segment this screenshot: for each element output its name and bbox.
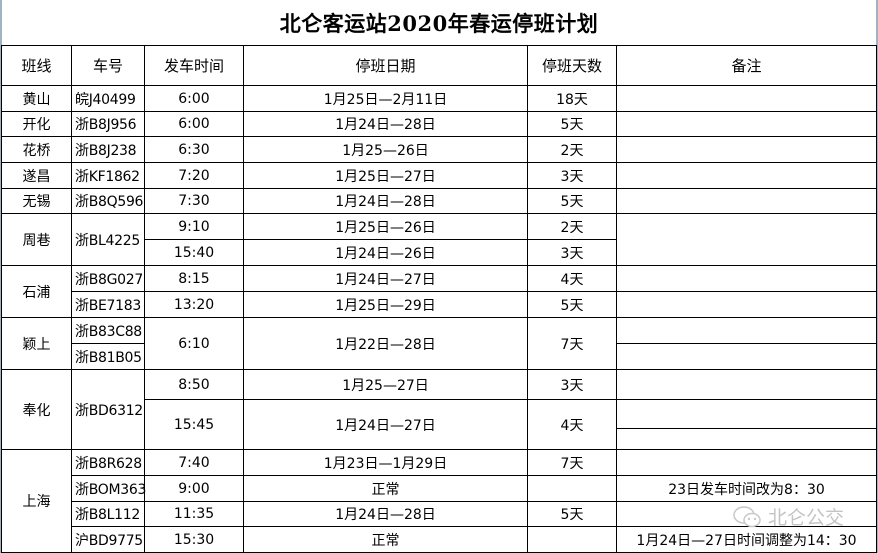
plate-cell: 浙BOM363 [71, 475, 146, 502]
dates-cell: 1月25—26日 [243, 136, 528, 163]
dates-cell: 1月25日—2月11日 [243, 85, 528, 112]
plate-cell: 浙B83C88 [71, 317, 145, 344]
header-time: 发车时间 [144, 45, 244, 86]
time-cell: 15:45 [144, 399, 244, 450]
dates-cell: 1月24日—27日 [243, 399, 528, 450]
days-cell: 5天 [527, 501, 617, 527]
days-cell [527, 475, 617, 502]
dates-cell: 1月24日—27日 [243, 265, 528, 292]
time-cell: 15:40 [144, 239, 244, 266]
dates-cell: 1月24日—28日 [243, 188, 528, 214]
plate-cell: 浙B8L112 [71, 501, 145, 527]
route-cell: 花桥 [1, 136, 72, 163]
plate-cell: 沪BD9775 [71, 526, 145, 553]
time-cell: 9:00 [144, 475, 244, 502]
plate-cell: 浙BL4225 [71, 213, 145, 266]
page-title: 北仑客运站2020年春运停班计划 [279, 11, 599, 36]
remark-cell [616, 291, 877, 318]
plate-cell: 浙B8J956 [71, 111, 145, 137]
remark-cell [616, 449, 877, 476]
route-cell: 遂昌 [1, 162, 72, 189]
dates-cell: 1月22日—28日 [243, 317, 528, 370]
dates-cell: 1月25—27日 [243, 369, 528, 400]
remark-cell [616, 265, 877, 292]
plate-cell: 浙B8J238 [71, 136, 145, 163]
remark-cell: 1月24日—27日时间调整为14：30 [616, 526, 877, 553]
remark-cell [616, 188, 877, 214]
days-cell: 5天 [527, 111, 617, 137]
remark-cell [616, 317, 877, 344]
time-cell: 6:00 [144, 111, 244, 137]
days-cell: 3天 [527, 369, 617, 400]
days-cell: 5天 [527, 188, 617, 214]
days-cell: 4天 [527, 265, 617, 292]
time-cell: 6:10 [144, 317, 244, 370]
remark-cell [616, 111, 877, 137]
dates-cell: 1月25日—27日 [243, 162, 528, 189]
route-cell: 奉化 [1, 369, 72, 450]
dates-cell: 1月24日—26日 [243, 239, 528, 266]
route-cell: 石浦 [1, 265, 72, 318]
remark-cell [616, 213, 877, 266]
header-line: 班线 [1, 45, 72, 86]
time-cell: 15:30 [144, 526, 244, 553]
plate-cell: 浙B81B05 [71, 343, 145, 370]
route-cell: 黄山 [1, 85, 72, 112]
remark-cell [616, 162, 877, 189]
time-cell: 7:20 [144, 162, 244, 189]
route-cell: 无锡 [1, 188, 72, 214]
time-cell: 13:20 [144, 291, 244, 318]
remark-cell [616, 428, 877, 450]
remark-cell [616, 85, 877, 112]
plate-cell: 浙B8R628 [71, 449, 145, 476]
remark-cell [616, 501, 877, 527]
plate-cell: 皖J40499 [71, 85, 145, 112]
time-cell: 7:40 [144, 449, 244, 476]
days-cell: 18天 [527, 85, 617, 112]
days-cell: 3天 [527, 162, 617, 189]
time-cell: 9:10 [144, 213, 244, 240]
dates-cell: 1月25日—26日 [243, 213, 528, 240]
days-cell: 4天 [527, 399, 617, 450]
route-cell: 颖上 [1, 317, 72, 370]
route-cell: 开化 [1, 111, 72, 137]
header-plate: 车号 [71, 45, 145, 86]
dates-cell: 正常 [243, 475, 528, 502]
remark-cell [616, 399, 877, 429]
remark-cell [616, 369, 877, 400]
days-cell: 2天 [527, 136, 617, 163]
remark-cell [616, 136, 877, 163]
days-cell: 7天 [527, 317, 617, 370]
plate-cell: 浙KF1862 [71, 162, 145, 189]
header-remark: 备注 [616, 45, 877, 86]
days-cell: 7天 [527, 449, 617, 476]
days-cell: 5天 [527, 291, 617, 318]
days-cell: 2天 [527, 213, 617, 240]
route-cell: 周巷 [1, 213, 72, 266]
days-cell: 3天 [527, 239, 617, 266]
time-cell: 11:35 [144, 501, 244, 527]
plate-cell: 浙BE7183 [71, 291, 145, 318]
dates-cell: 正常 [243, 526, 528, 553]
right-window-edge [876, 0, 878, 553]
dates-cell: 1月25日—29日 [243, 291, 528, 318]
header-dates: 停班日期 [243, 45, 528, 86]
remark-cell [616, 343, 877, 370]
remark-cell: 23日发车时间改为8：30 [616, 475, 877, 502]
dates-cell: 1月23日—1月29日 [243, 449, 528, 476]
plate-cell: 浙BD6312 [71, 369, 145, 450]
dates-cell: 1月24日—28日 [243, 111, 528, 137]
dates-cell: 1月24日—28日 [243, 501, 528, 527]
days-cell [527, 526, 617, 553]
plate-cell: 浙B8G027 [71, 265, 145, 292]
time-cell: 6:30 [144, 136, 244, 163]
time-cell: 6:00 [144, 85, 244, 112]
time-cell: 8:15 [144, 265, 244, 292]
time-cell: 7:30 [144, 188, 244, 214]
plate-cell: 浙B8Q596 [71, 188, 145, 214]
time-cell: 8:50 [144, 369, 244, 400]
header-days: 停班天数 [527, 45, 617, 86]
route-cell: 上海 [1, 449, 72, 553]
